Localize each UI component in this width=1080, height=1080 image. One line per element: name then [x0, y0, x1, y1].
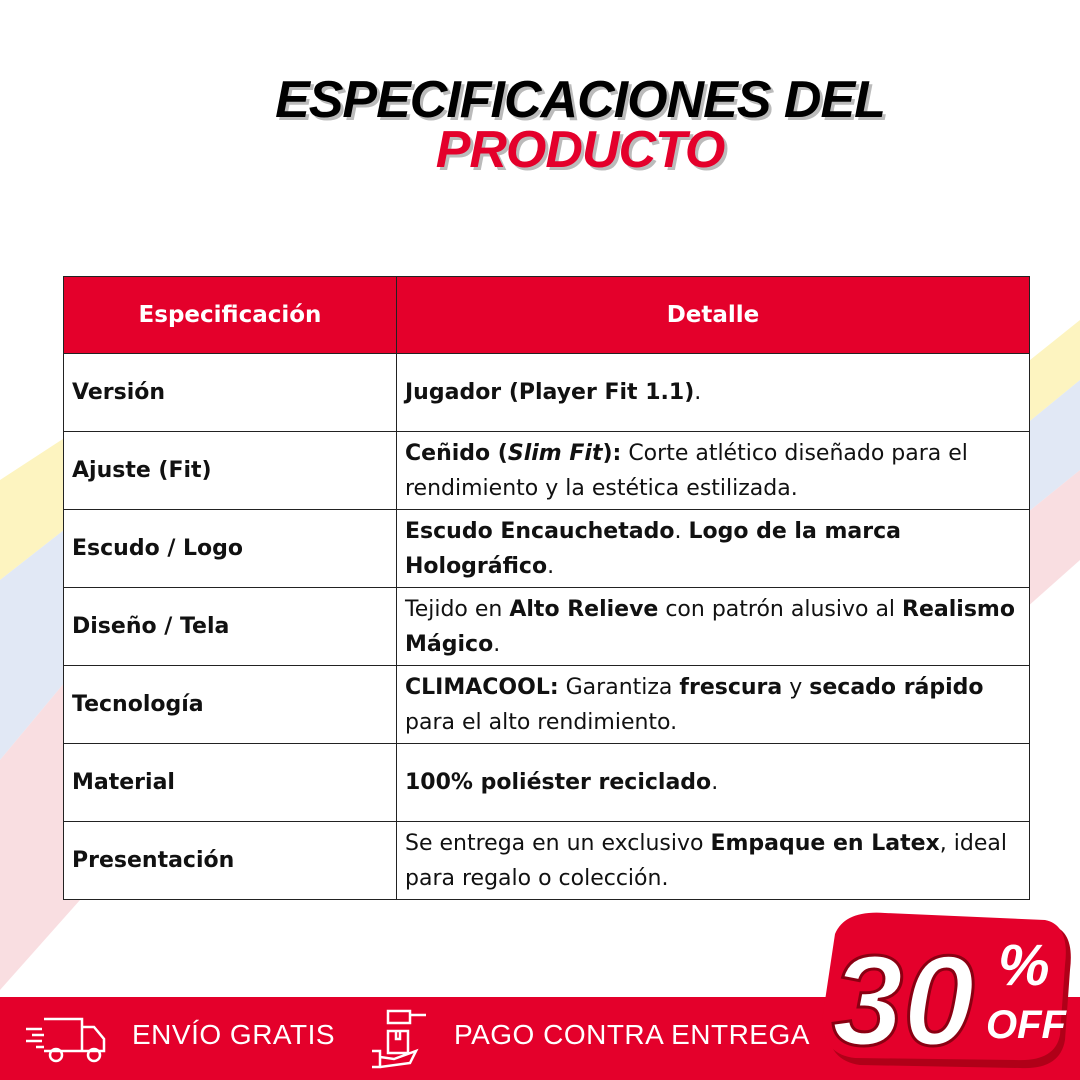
- detail-segment: frescura: [679, 674, 783, 700]
- title-line-2: PRODUCTO: [435, 121, 726, 179]
- table-row: Ajuste (Fit) Ceñido (Slim Fit): Corte atl…: [63, 431, 1030, 510]
- truck-icon: [26, 1017, 106, 1063]
- detail-segment: Jugador (Player Fit 1.1): [405, 380, 695, 405]
- detail-segment: CLIMACOOL:: [405, 674, 559, 700]
- detail-segment: Se entrega en un exclusivo: [405, 830, 711, 856]
- detail-segment: ):: [602, 440, 622, 466]
- discount-badge: 30 % OFF: [822, 912, 1071, 1075]
- table-row: Diseño / Tela Tejido en Alto Relieve con …: [63, 587, 1030, 666]
- detail-segment: Alto Relieve: [509, 596, 659, 622]
- detail-segment: Escudo Encauchetado: [405, 518, 675, 544]
- title-line-1: ESPECIFICACIONES DEL: [275, 71, 886, 129]
- header-spec: Especificación: [63, 276, 397, 354]
- detail-segment: Ceñido (: [405, 440, 508, 466]
- detail-segment: Tejido en: [405, 596, 510, 622]
- detail-segment: Slim Fit: [507, 440, 603, 466]
- spec-detail: CLIMACOOL: Garantiza frescura y secado r…: [396, 665, 1030, 744]
- detail-segment: para el alto rendimiento.: [405, 709, 678, 735]
- spec-name: Diseño / Tela: [63, 587, 397, 666]
- badge-number: 30: [832, 930, 974, 1073]
- header-detail: Detalle: [396, 276, 1030, 354]
- detail-segment: secado rápido: [809, 674, 984, 700]
- detail-segment: Garantiza: [558, 674, 680, 700]
- detail-segment: , ideal para regalo o colección.: [405, 830, 1007, 891]
- spec-detail: Ceñido (Slim Fit): Corte atlético diseña…: [396, 431, 1030, 510]
- table-row: Material 100% poliéster reciclado.: [63, 743, 1030, 822]
- table-row: Presentación Se entrega en un exclusivo E…: [63, 821, 1030, 900]
- detail-segment: .: [674, 518, 689, 544]
- spec-name: Tecnología: [63, 665, 397, 744]
- detail-segment: Empaque en Latex: [710, 830, 940, 856]
- detail-segment: con patrón alusivo al: [658, 596, 903, 622]
- hand-package-icon: [372, 1009, 426, 1069]
- spec-detail: Tejido en Alto Relieve con patrón alusiv…: [396, 587, 1030, 666]
- table-row: Tecnología CLIMACOOL: Garantiza frescura …: [63, 665, 1030, 744]
- spec-name: Versión: [63, 353, 397, 432]
- detail-segment: .: [493, 631, 501, 657]
- badge-percent: %: [998, 933, 1050, 998]
- detail-segment: .: [711, 770, 719, 795]
- detail-segment: Realismo Mágico: [405, 596, 1015, 657]
- cash-on-delivery-label: PAGO CONTRA ENTREGA: [454, 1019, 810, 1050]
- spec-detail: 100% poliéster reciclado.: [396, 743, 1030, 822]
- spec-name: Material: [63, 743, 397, 822]
- spec-name: Escudo / Logo: [63, 509, 397, 588]
- badge-off: OFF: [986, 1003, 1068, 1047]
- detail-segment: Corte atlético diseñado para el rendimie…: [405, 440, 968, 501]
- spec-detail: Escudo Encauchetado. Logo de la marca Ho…: [396, 509, 1030, 588]
- detail-segment: 100% poliéster reciclado: [405, 770, 712, 795]
- detail-segment: .: [547, 553, 555, 579]
- table-row: Versión Jugador (Player Fit 1.1).: [63, 353, 1030, 432]
- free-shipping-label: ENVÍO GRATIS: [132, 1019, 336, 1050]
- detail-segment: y: [782, 674, 810, 700]
- detail-segment: Logo de la marca Holográfico: [405, 518, 901, 579]
- detail-segment: .: [694, 380, 702, 405]
- table-row: Escudo / Logo Escudo Encauchetado. Logo d…: [63, 509, 1030, 588]
- specs-table: Especificación Detalle Versión Jugador (P…: [63, 276, 1030, 900]
- spec-name: Ajuste (Fit): [63, 431, 397, 510]
- spec-detail: Jugador (Player Fit 1.1).: [396, 353, 1030, 432]
- spec-name: Presentación: [63, 821, 397, 900]
- spec-detail: Se entrega en un exclusivo Empaque en La…: [396, 821, 1030, 900]
